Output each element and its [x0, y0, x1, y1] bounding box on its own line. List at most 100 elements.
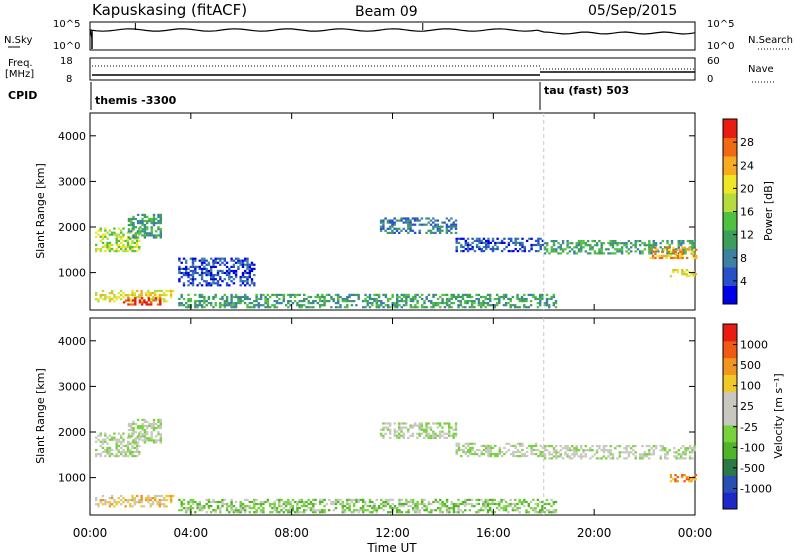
echo-cell — [339, 502, 342, 506]
echo-cell — [432, 227, 435, 230]
echo-cell — [654, 256, 657, 260]
echo-cell — [228, 267, 231, 270]
echo-cell — [485, 248, 488, 251]
echo-cell — [541, 297, 544, 301]
echo-cell — [502, 304, 506, 307]
echo-cell — [482, 304, 485, 307]
echo-cell — [139, 226, 142, 229]
echo-cell — [554, 302, 558, 305]
echo-cell — [409, 229, 412, 232]
echo-cell — [627, 252, 631, 255]
echo-cell — [486, 498, 490, 501]
echo-cell — [679, 457, 683, 460]
echo-cell — [537, 455, 540, 458]
echo-cell — [205, 498, 208, 501]
echo-cell — [679, 455, 683, 458]
echo-cell — [500, 500, 503, 504]
echo-cell — [600, 449, 603, 452]
echo-cell — [134, 297, 137, 300]
echo-cell — [157, 427, 160, 430]
echo-cell — [293, 511, 297, 514]
echo-cell — [414, 511, 417, 514]
echo-cell — [432, 500, 435, 504]
echo-cell — [266, 498, 270, 501]
echo-cell — [194, 293, 197, 296]
colorbar-swatch — [723, 458, 737, 476]
echo-cell — [493, 306, 496, 309]
echo-cell — [289, 293, 292, 296]
echo-cell — [527, 293, 530, 296]
echo-cell — [550, 453, 553, 456]
echo-cell — [450, 302, 453, 305]
echo-cell — [253, 505, 256, 508]
echo-cell — [138, 299, 142, 302]
echo-cell — [115, 442, 118, 445]
velocity-colorbar-label: Velocity [m s⁻¹] — [772, 373, 785, 458]
echo-cell — [221, 295, 224, 299]
colorbar-tick-label: 24 — [740, 159, 754, 172]
echo-cell — [386, 231, 390, 234]
echo-cell — [643, 451, 646, 454]
echo-cell — [543, 449, 547, 452]
echo-cell — [389, 231, 392, 234]
echo-cell — [534, 444, 538, 447]
echo-cell — [346, 500, 349, 504]
echo-cell — [368, 297, 372, 301]
echo-cell — [158, 503, 161, 506]
echo-cell — [407, 509, 410, 512]
echo-cell — [255, 300, 258, 303]
echo-cell — [95, 455, 98, 458]
echo-cell — [182, 284, 186, 287]
colorbar-tick-label: 28 — [740, 136, 754, 149]
echo-cell — [228, 269, 231, 273]
echo-cell — [607, 248, 610, 251]
echo-cell — [584, 242, 587, 245]
time-tick-label: 20:00 — [577, 526, 612, 540]
echo-cell — [683, 246, 687, 249]
time-tick-label: 16:00 — [476, 526, 511, 540]
echo-cell — [552, 511, 555, 514]
echo-cell — [561, 248, 565, 251]
echo-cell — [259, 295, 263, 299]
echo-cell — [291, 302, 295, 305]
echo-cell — [101, 440, 105, 443]
echo-cell — [602, 455, 606, 458]
echo-cell — [262, 507, 265, 510]
echo-cell — [550, 445, 553, 448]
echo-cell — [438, 231, 442, 234]
echo-cell — [318, 502, 322, 506]
echo-cell — [478, 245, 481, 249]
echo-cell — [528, 237, 531, 240]
echo-cell — [485, 450, 488, 454]
echo-cell — [151, 292, 155, 295]
echo-cell — [648, 451, 651, 454]
echo-cell — [117, 450, 121, 454]
echo-cell — [393, 505, 397, 508]
echo-cell — [131, 239, 134, 242]
echo-cell — [108, 434, 112, 437]
echo-cell — [380, 300, 383, 303]
echo-cell — [194, 302, 197, 305]
echo-cell — [645, 445, 649, 448]
echo-cell — [129, 436, 132, 439]
echo-cell — [136, 427, 140, 430]
echo-cell — [110, 494, 114, 498]
echo-cell — [445, 229, 449, 232]
echo-cell — [158, 501, 161, 504]
echo-cell — [126, 448, 130, 452]
echo-cell — [495, 302, 499, 305]
echo-cell — [411, 295, 415, 299]
echo-cell — [180, 509, 183, 512]
echo-cell — [296, 505, 299, 508]
echo-cell — [450, 500, 453, 504]
echo-cell — [443, 293, 447, 296]
cpid-strip: CPID themis -3300 tau (fast) 503 — [8, 82, 629, 110]
echo-cell — [496, 453, 499, 456]
echo-cell — [216, 500, 220, 504]
echo-cell — [469, 450, 472, 454]
echo-cell — [99, 432, 102, 435]
echo-cell — [355, 498, 358, 501]
echo-cell — [525, 300, 528, 303]
